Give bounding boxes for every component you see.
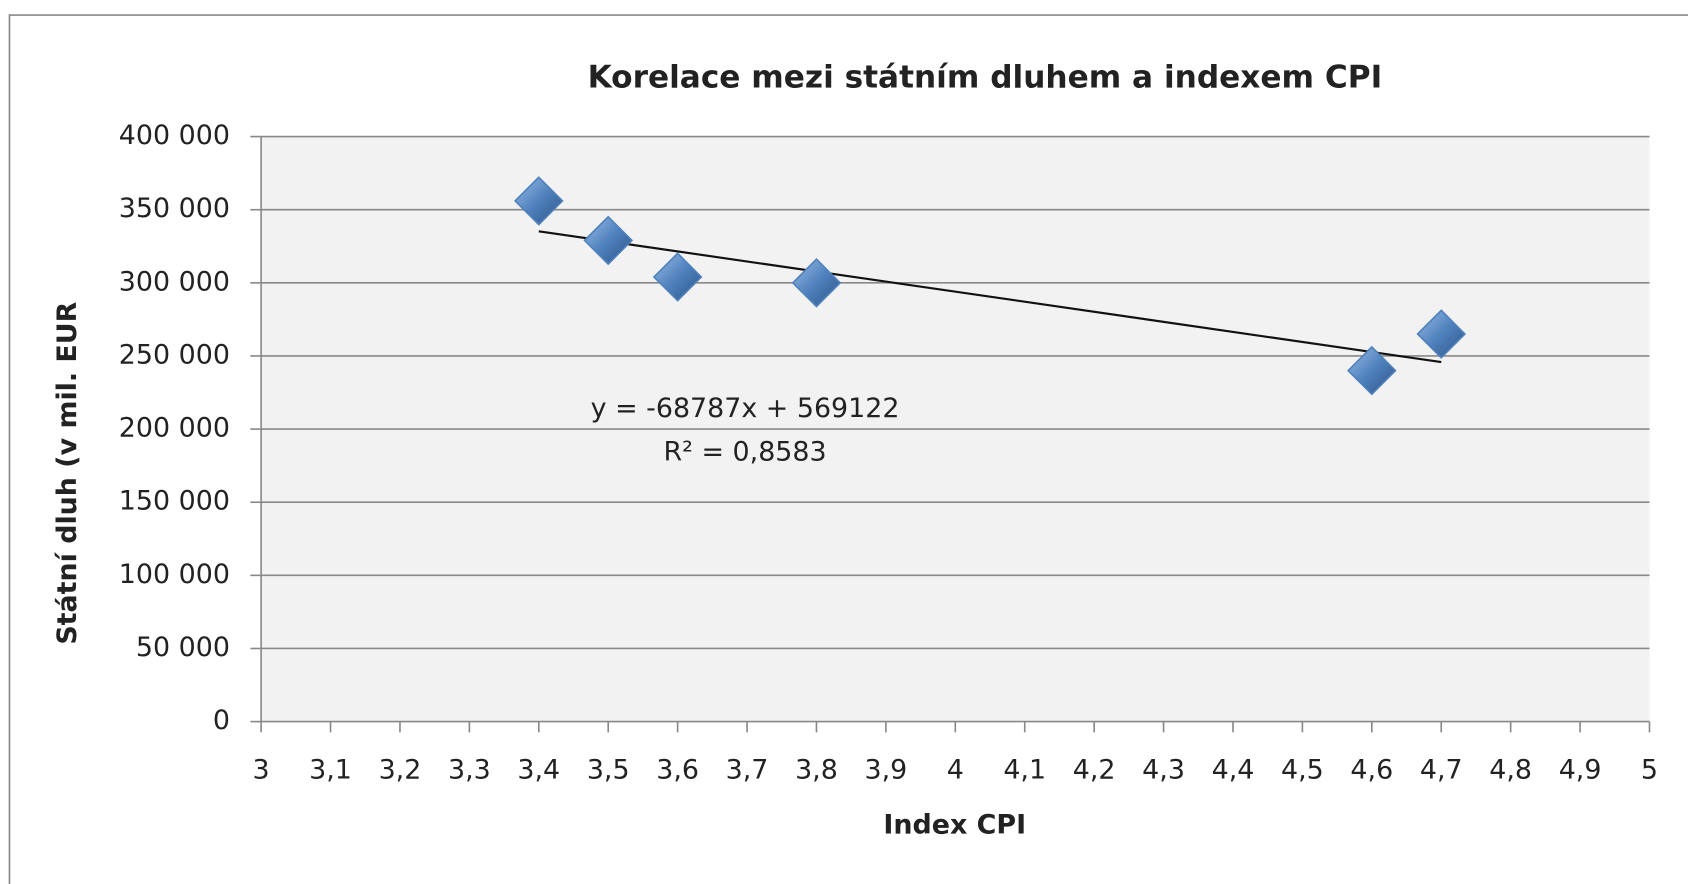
x-tick-label: 3,3 [448, 755, 491, 786]
trendline-equation: y = -68787x + 569122 [591, 393, 900, 424]
data-point [1347, 345, 1397, 396]
data-point [791, 258, 842, 308]
x-tick-label: 4,5 [1281, 755, 1324, 786]
x-tick-label: 4,3 [1142, 755, 1185, 786]
x-tick-label: 4,7 [1420, 755, 1463, 786]
x-tick-label: 3,5 [587, 755, 630, 786]
x-tick-label: 4,1 [1003, 755, 1046, 786]
y-tick-label: 250 000 [119, 339, 230, 370]
x-tick-label: 3,6 [656, 755, 699, 786]
y-tick-label: 400 000 [119, 120, 230, 151]
data-point [513, 176, 564, 226]
chart-title: Korelace mezi státním dluhem a indexem C… [588, 60, 1383, 96]
x-tick-label: 3,2 [379, 755, 422, 786]
x-tick-label: 3,1 [309, 755, 352, 786]
x-tick-label: 4,9 [1559, 755, 1602, 786]
x-tick-label: 4,4 [1212, 755, 1255, 786]
x-tick-label: 3,7 [726, 755, 769, 786]
data-point [1416, 309, 1467, 359]
y-axis-label: Státní dluh (v mil. EUR [52, 301, 83, 644]
x-tick-label: 3,9 [865, 755, 908, 786]
x-tick-label: 5 [1641, 755, 1658, 786]
x-tick-label: 4 [947, 755, 964, 786]
y-tick-label: 350 000 [119, 193, 230, 224]
data-point [583, 215, 634, 266]
trendline-r-squared: R² = 0,8583 [664, 436, 827, 467]
y-tick-label: 50 000 [136, 632, 230, 663]
x-axis-label: Index CPI [883, 809, 1026, 840]
trendline [538, 230, 1442, 364]
data-point [652, 252, 703, 302]
y-tick-label: 300 000 [119, 266, 230, 297]
y-tick-label: 150 000 [119, 486, 230, 517]
x-tick-label: 4,2 [1073, 755, 1116, 786]
x-tick-label: 3,8 [795, 755, 838, 786]
x-tick-label: 4,6 [1350, 755, 1393, 786]
x-tick-label: 4,8 [1489, 755, 1532, 786]
y-tick-label: 0 [213, 705, 230, 736]
x-tick-label: 3,4 [517, 755, 560, 786]
x-tick-label: 3 [253, 755, 270, 786]
y-tick-label: 200 000 [119, 413, 230, 444]
y-tick-label: 100 000 [119, 559, 230, 590]
